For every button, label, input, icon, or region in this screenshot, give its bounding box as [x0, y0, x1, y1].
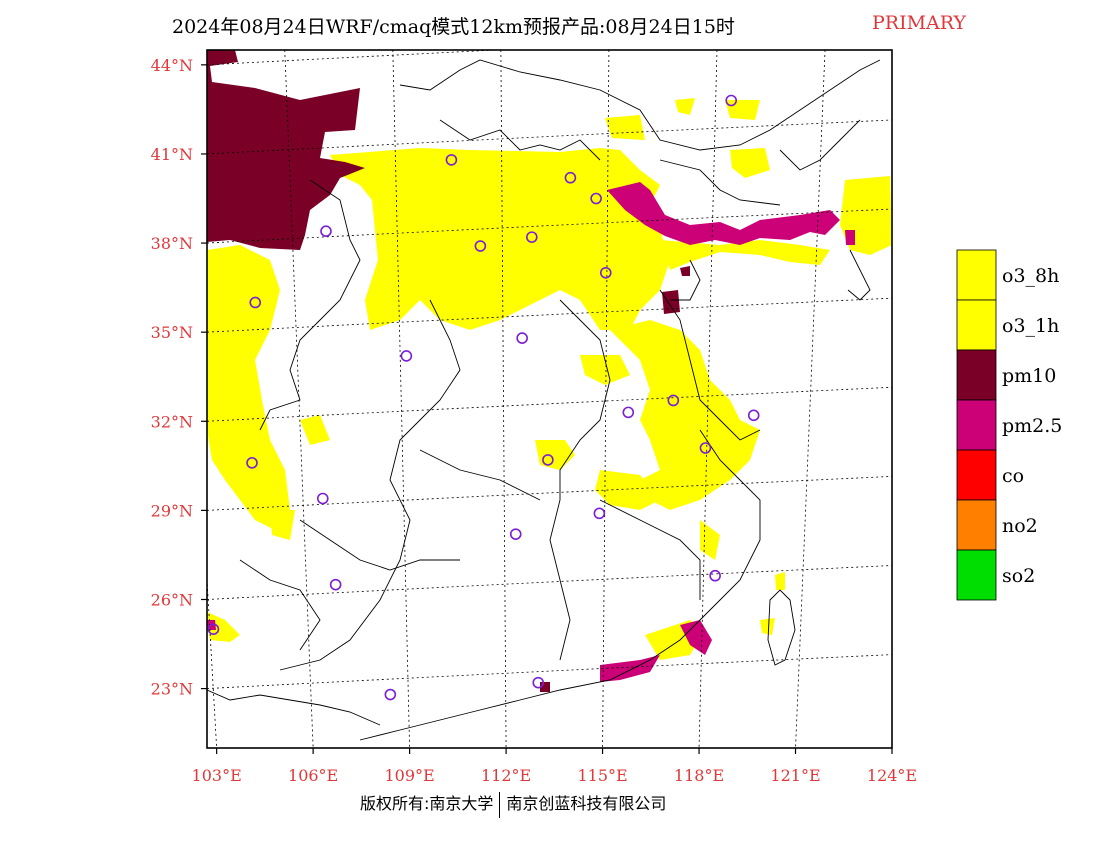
lat-tick-label: 29°N	[151, 501, 193, 520]
lon-tick-label: 109°E	[384, 766, 434, 785]
station-marker	[249, 296, 262, 309]
station-marker	[709, 569, 721, 582]
station-marker	[526, 231, 538, 243]
station-marker	[532, 676, 545, 689]
station-marker	[590, 192, 602, 205]
legend-swatch	[956, 399, 997, 451]
station-marker	[329, 578, 342, 591]
lon-gridline	[698, 50, 718, 748]
lat-tick-label: 32°N	[151, 412, 193, 431]
lon-gridline	[392, 50, 411, 748]
station-marker	[622, 406, 635, 419]
legend-label: o3_1h	[1002, 315, 1059, 337]
lon-gridline	[500, 50, 507, 748]
map-area	[207, 50, 892, 748]
legend-label: pm10	[1002, 365, 1056, 387]
lat-tick-label: 38°N	[151, 234, 193, 253]
lon-tick-label: 121°E	[770, 766, 820, 785]
lat-tick-label: 35°N	[151, 323, 193, 342]
station-marker	[246, 457, 258, 469]
lat-tick-label: 23°N	[151, 680, 193, 699]
lat-tick-label: 41°N	[151, 145, 193, 164]
legend-swatch	[956, 299, 997, 351]
map-frame	[206, 49, 893, 749]
station-marker	[593, 507, 606, 520]
station-marker	[667, 394, 680, 407]
lon-tick-label: 118°E	[674, 766, 724, 785]
legend-swatch	[956, 249, 997, 301]
station-marker	[516, 332, 528, 344]
lon-tick-label: 112°E	[481, 766, 531, 785]
station-marker	[316, 492, 329, 505]
map-title: 2024年08月24日WRF/cmaq模式12km预报产品:08月24日15时	[172, 16, 735, 38]
lon-gridline	[891, 741, 892, 748]
legend-label: o3_8h	[1002, 265, 1059, 287]
station-marker	[384, 688, 397, 701]
legend: o3_8h o3_1h pm10 pm2.5 co no2 so2	[956, 249, 1062, 601]
station-marker	[509, 528, 522, 540]
station-marker	[474, 240, 487, 252]
legend-label: no2	[1002, 515, 1038, 537]
lon-tick-label: 115°E	[577, 766, 627, 785]
legend-swatch	[956, 449, 997, 501]
lon-tick-label: 103°E	[192, 766, 242, 785]
station-marker	[445, 154, 458, 166]
footer-right: 南京创蓝科技有限公司	[506, 794, 667, 813]
station-markers	[207, 94, 760, 701]
station-marker	[564, 171, 577, 184]
station-marker	[699, 442, 712, 454]
legend-label: co	[1002, 465, 1024, 487]
station-marker	[747, 409, 760, 422]
legend-swatch	[956, 549, 997, 601]
lon-tick-label: 124°E	[867, 766, 917, 785]
legend-swatch	[956, 349, 997, 401]
station-marker	[400, 350, 413, 362]
lon-gridline	[602, 50, 610, 748]
primary-tag: PRIMARY	[872, 12, 967, 34]
legend-label: pm2.5	[1002, 415, 1062, 437]
province-boundaries	[207, 59, 881, 741]
station-marker	[207, 623, 220, 635]
station-marker	[599, 266, 612, 279]
lat-tick-label: 44°N	[151, 56, 193, 75]
pm25-regions	[207, 182, 855, 682]
map-axes: 44°N 41°N 38°N 35°N 32°N 29°N 26°N 23°N 103°E 106…	[151, 56, 917, 785]
station-marker	[542, 454, 554, 466]
station-marker	[725, 94, 738, 107]
lat-tick-label: 26°N	[151, 590, 193, 609]
lon-tick-label: 106°E	[288, 766, 338, 785]
copyright-footer: 版权所有:南京大学 南京创蓝科技有限公司	[360, 790, 666, 818]
legend-label: so2	[1002, 565, 1035, 587]
lon-gridline	[795, 50, 826, 748]
footer-separator	[499, 791, 501, 818]
lon-gridline	[284, 50, 314, 748]
station-marker	[320, 225, 332, 237]
legend-swatch	[956, 499, 997, 551]
graticule	[207, 50, 892, 748]
footer-left: 版权所有:南京大学	[360, 794, 494, 813]
